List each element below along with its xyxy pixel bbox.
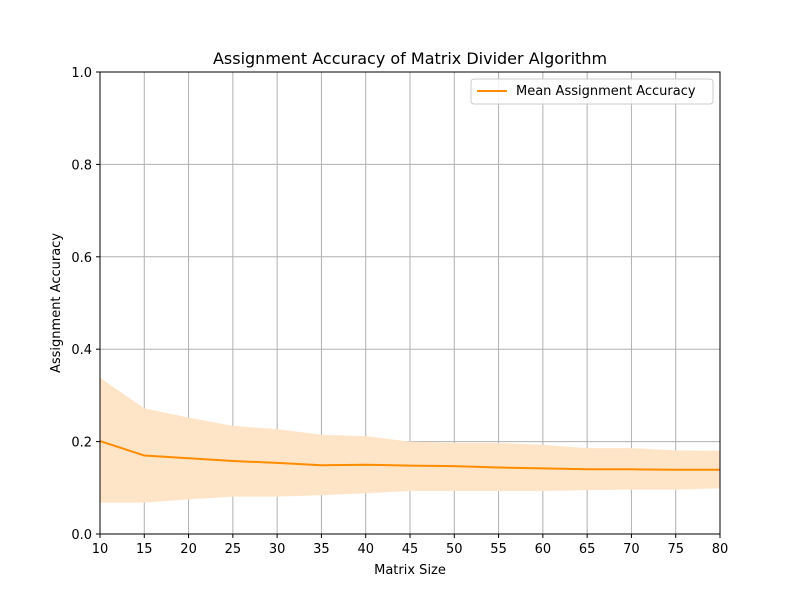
x-tick-label: 75: [667, 542, 684, 557]
y-axis-label: Assignment Accuracy: [49, 233, 64, 373]
y-axis-ticks: 0.0 0.2 0.4 0.6 0.8 1.0: [71, 66, 100, 543]
y-tick-label: 1.0: [71, 66, 92, 81]
x-tick-label: 45: [402, 542, 419, 557]
x-tick-label: 30: [269, 542, 286, 557]
x-axis-ticks: 10 15 20 25 30 35 40 45 50 55 60 65 70 75 80: [92, 534, 729, 557]
x-tick-label: 60: [535, 542, 552, 557]
legend-box: [470, 78, 714, 105]
y-tick-label: 0.2: [71, 436, 92, 451]
confidence-band: [100, 377, 720, 503]
x-tick-label: 35: [313, 542, 330, 557]
x-tick-label: 40: [357, 542, 374, 557]
x-tick-label: 50: [446, 542, 463, 557]
series-line-layer: [99, 440, 720, 471]
x-tick-label: 80: [712, 542, 729, 557]
x-tick-label: 15: [136, 542, 153, 557]
series-line-mean-assignment-accuracy: [99, 440, 720, 471]
x-axis-label: Matrix Size: [374, 563, 446, 578]
y-tick-label: 0.6: [71, 251, 92, 266]
legend: Mean Assignment Accuracy: [470, 78, 714, 105]
x-tick-label: 10: [92, 542, 109, 557]
x-tick-label: 25: [225, 542, 242, 557]
y-tick-label: 0.0: [71, 528, 92, 543]
y-tick-label: 0.4: [71, 343, 92, 358]
x-tick-label: 65: [579, 542, 596, 557]
chart-title: Assignment Accuracy of Matrix Divider Al…: [213, 49, 607, 68]
y-tick-label: 0.8: [71, 158, 92, 173]
x-tick-label: 20: [180, 542, 197, 557]
legend-label: Mean Assignment Accuracy: [516, 84, 696, 99]
x-tick-label: 70: [623, 542, 640, 557]
x-tick-label: 55: [490, 542, 507, 557]
confidence-band-layer: [100, 377, 720, 503]
